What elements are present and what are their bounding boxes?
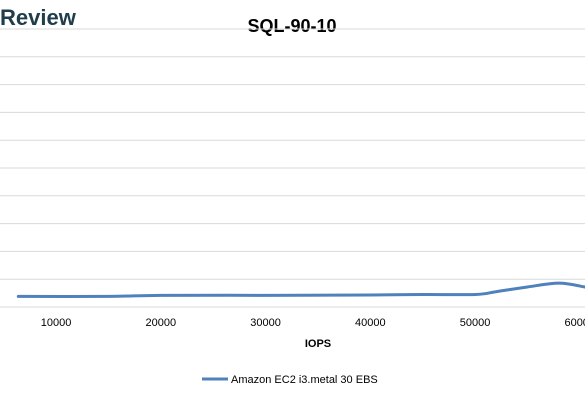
- x-tick-label: 10000: [41, 317, 72, 329]
- x-tick-label: 50000: [460, 317, 491, 329]
- x-tick-label: 40000: [355, 317, 386, 329]
- x-tick-label: 60000: [564, 317, 585, 329]
- chart-title: SQL-90-10: [247, 16, 336, 36]
- legend-label: Amazon EC2 i3.metal 30 EBS: [231, 374, 378, 386]
- x-tick-label: 20000: [145, 317, 176, 329]
- brand: Review: [0, 5, 77, 30]
- x-tick-label: 30000: [250, 317, 281, 329]
- x-axis-label: IOPS: [305, 338, 331, 350]
- data-line: [16, 281, 585, 299]
